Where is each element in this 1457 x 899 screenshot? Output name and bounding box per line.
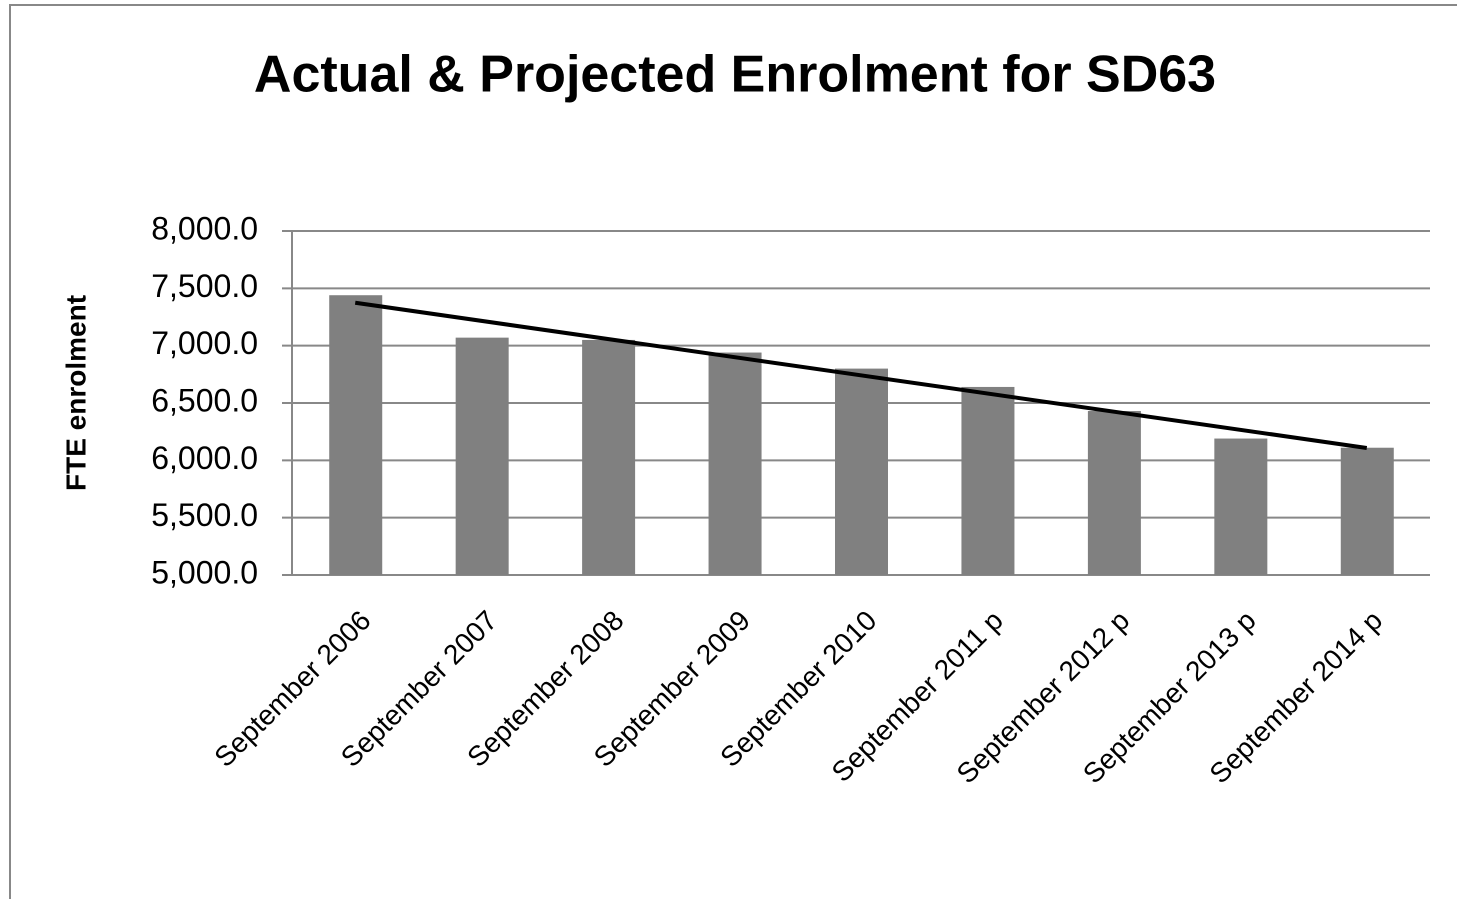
y-tick-label: 5,000.0 <box>151 554 258 590</box>
chart-title: Actual & Projected Enrolment for SD63 <box>254 46 1216 104</box>
bar <box>329 295 383 575</box>
y-axis-label: FTE enrolment <box>60 295 91 491</box>
bar <box>1087 411 1141 575</box>
bar <box>582 339 636 575</box>
y-tick-label: 7,500.0 <box>151 268 258 304</box>
bar <box>1214 438 1268 575</box>
bar <box>455 337 509 575</box>
y-tick-label: 6,000.0 <box>151 440 258 476</box>
y-tick-label: 7,000.0 <box>151 325 258 361</box>
bar <box>835 368 888 575</box>
chart-frame <box>9 4 1457 899</box>
bar <box>1340 447 1394 575</box>
y-tick-label: 5,500.0 <box>151 497 258 533</box>
trendline <box>354 300 1368 450</box>
bar <box>708 352 762 575</box>
y-tick-label: 8,000.0 <box>151 210 258 246</box>
y-tick-label: 6,500.0 <box>151 382 258 418</box>
bar <box>961 386 1015 575</box>
